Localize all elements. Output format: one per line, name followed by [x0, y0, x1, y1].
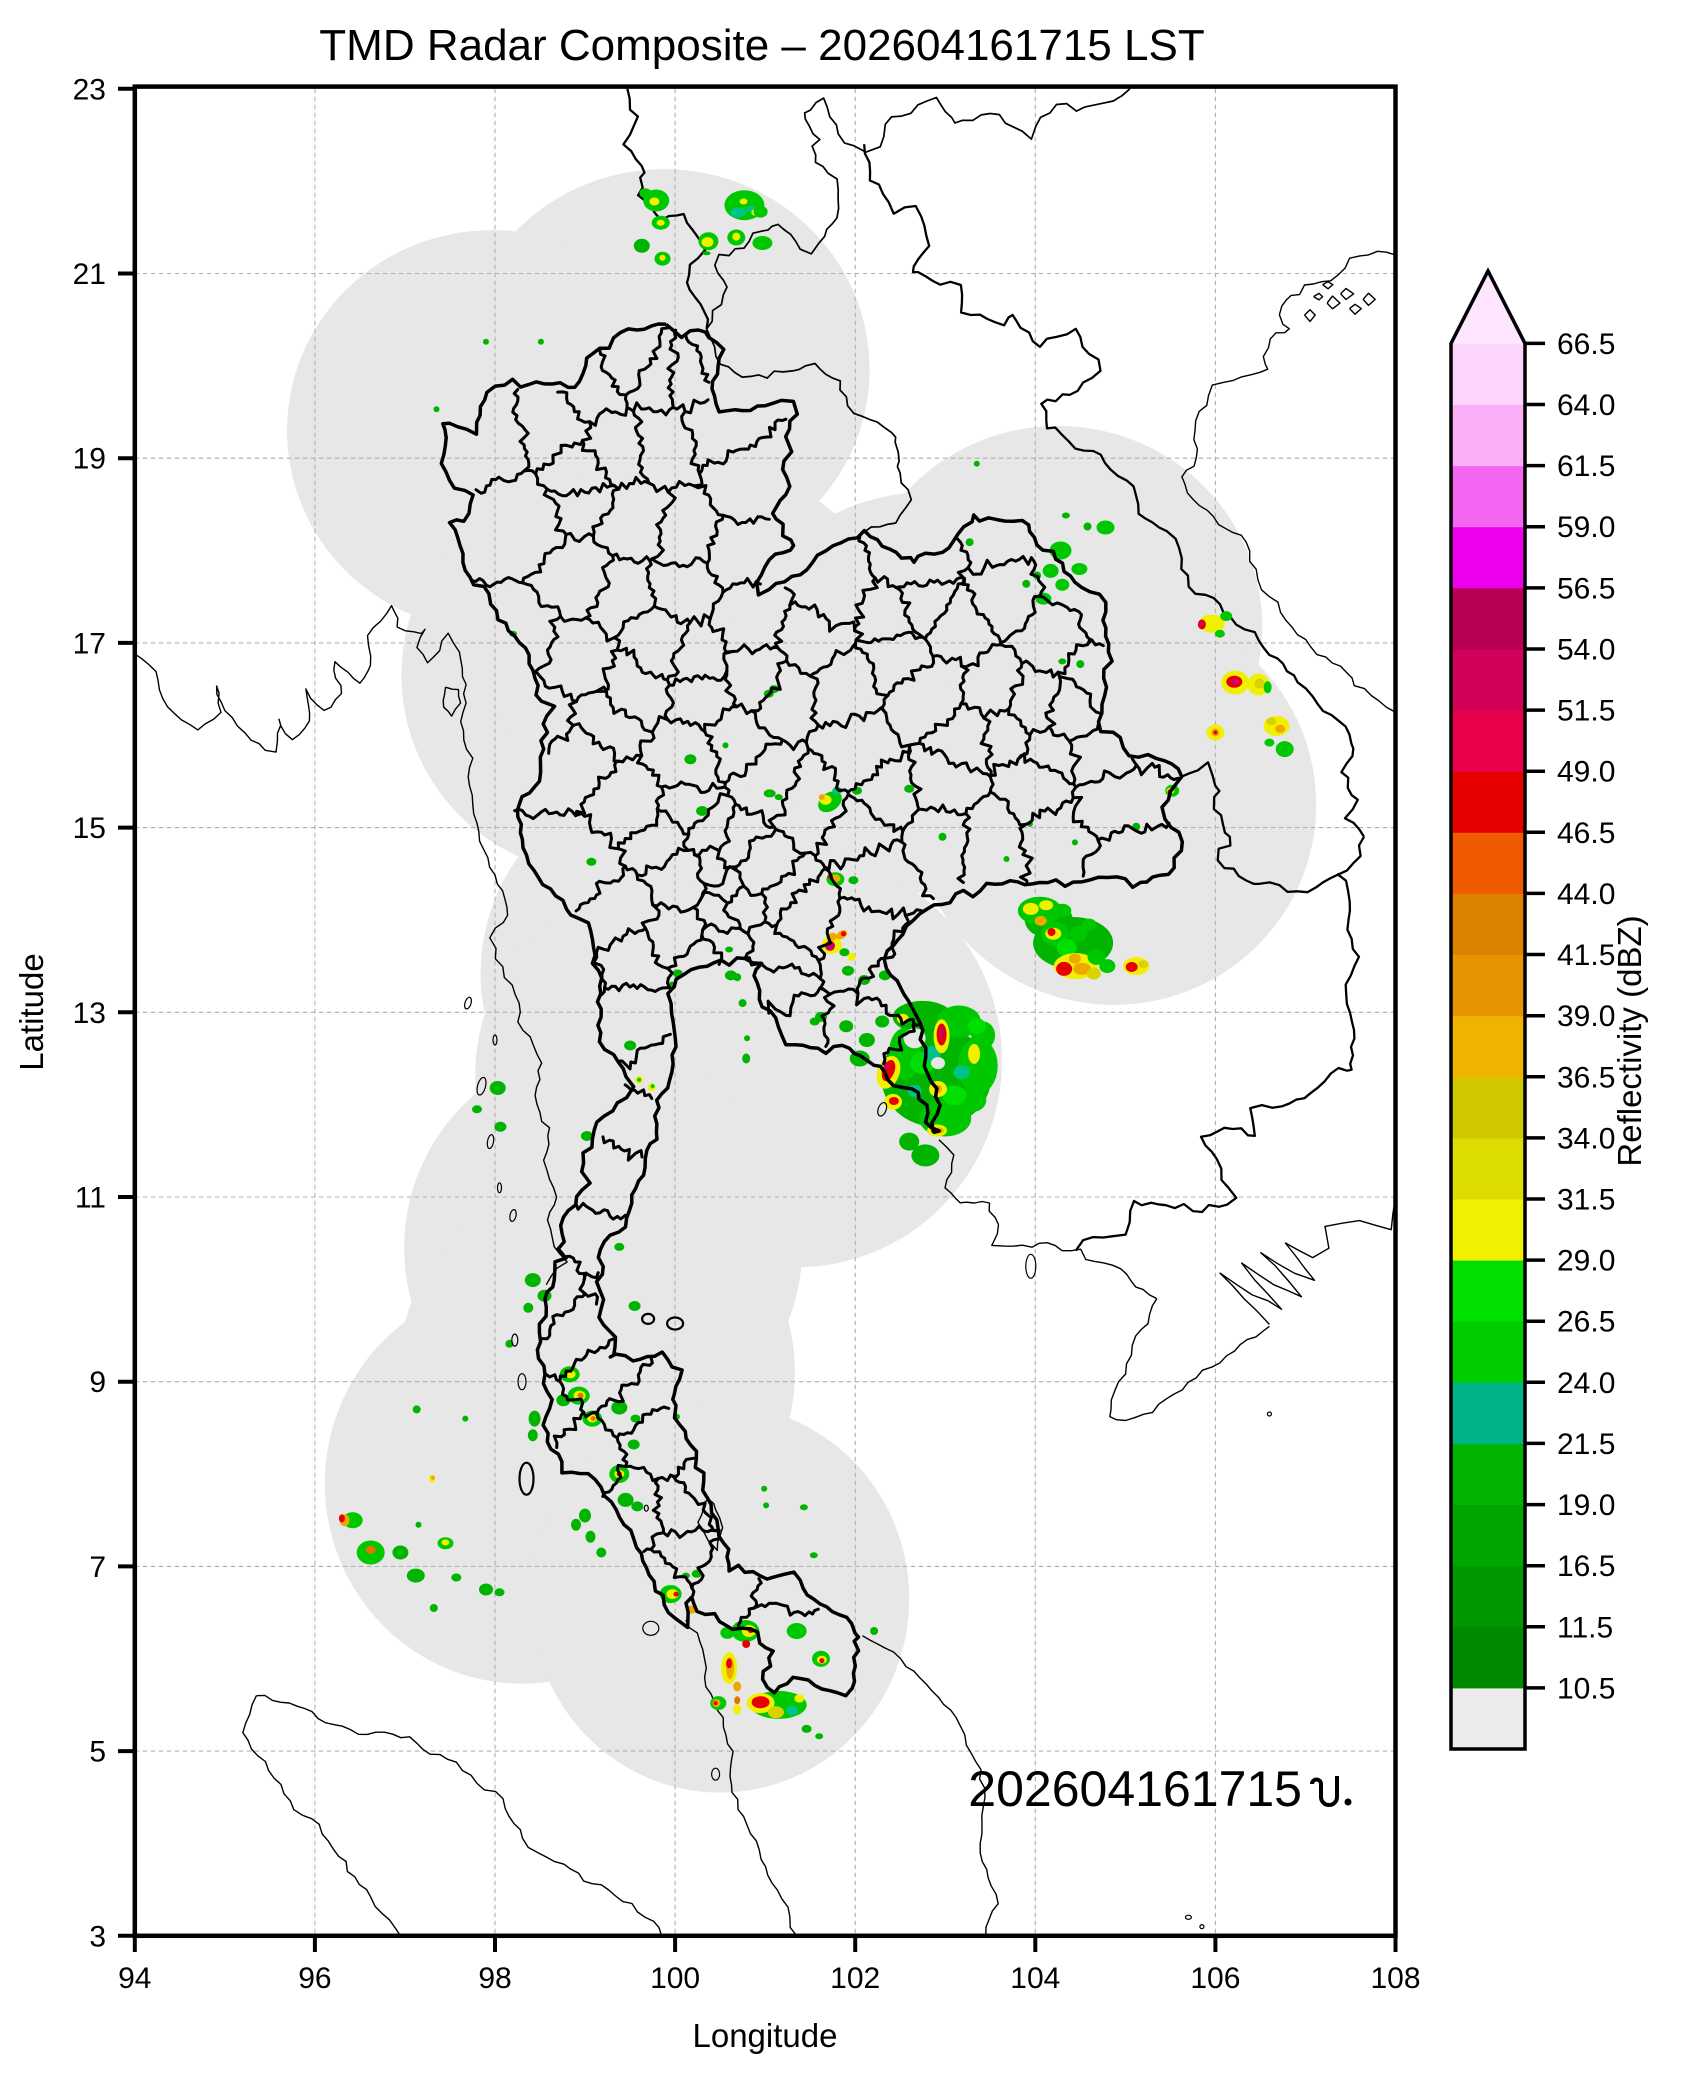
svg-text:51.5: 51.5 — [1557, 695, 1615, 728]
svg-text:102: 102 — [830, 1962, 880, 1995]
svg-text:49.0: 49.0 — [1557, 756, 1615, 789]
svg-text:3: 3 — [89, 1920, 106, 1953]
svg-text:41.5: 41.5 — [1557, 939, 1615, 972]
svg-text:16.5: 16.5 — [1557, 1550, 1615, 1583]
svg-text:5: 5 — [89, 1736, 106, 1769]
svg-text:Reflectivity (dBZ): Reflectivity (dBZ) — [1611, 915, 1648, 1166]
svg-text:23: 23 — [73, 73, 106, 106]
svg-text:21: 21 — [73, 258, 106, 291]
svg-text:7: 7 — [89, 1551, 106, 1584]
svg-text:17: 17 — [73, 627, 106, 660]
svg-text:100: 100 — [650, 1962, 700, 1995]
svg-text:106: 106 — [1190, 1962, 1240, 1995]
svg-text:46.5: 46.5 — [1557, 817, 1615, 850]
svg-text:34.0: 34.0 — [1557, 1122, 1615, 1155]
svg-text:54.0: 54.0 — [1557, 634, 1615, 667]
svg-text:36.5: 36.5 — [1557, 1061, 1615, 1094]
svg-text:44.0: 44.0 — [1557, 878, 1615, 911]
svg-text:39.0: 39.0 — [1557, 1000, 1615, 1033]
svg-text:98: 98 — [478, 1962, 511, 1995]
svg-text:66.5: 66.5 — [1557, 328, 1615, 361]
svg-text:56.5: 56.5 — [1557, 572, 1615, 605]
svg-text:26.5: 26.5 — [1557, 1306, 1615, 1339]
svg-text:Latitude: Latitude — [13, 953, 50, 1070]
svg-text:64.0: 64.0 — [1557, 389, 1615, 422]
svg-text:202604161715: 202604161715 — [968, 1761, 1302, 1817]
svg-text:10.5: 10.5 — [1557, 1672, 1615, 1705]
svg-text:29.0: 29.0 — [1557, 1245, 1615, 1278]
svg-text:15: 15 — [73, 812, 106, 845]
svg-text:11.5: 11.5 — [1557, 1611, 1613, 1644]
svg-text:59.0: 59.0 — [1557, 511, 1615, 544]
svg-text:94: 94 — [118, 1962, 151, 1995]
svg-text:13: 13 — [73, 997, 106, 1030]
svg-text:19: 19 — [73, 443, 106, 476]
svg-text:19.0: 19.0 — [1557, 1489, 1615, 1522]
svg-text:TMD Radar Composite – 20260416: TMD Radar Composite – 202604161715 LST — [319, 21, 1204, 70]
svg-text:9: 9 — [89, 1366, 106, 1399]
svg-text:31.5: 31.5 — [1557, 1184, 1615, 1217]
svg-text:24.0: 24.0 — [1557, 1367, 1615, 1400]
svg-text:21.5: 21.5 — [1557, 1428, 1615, 1461]
svg-text:96: 96 — [298, 1962, 331, 1995]
svg-text:Longitude: Longitude — [693, 2017, 838, 2054]
svg-text:108: 108 — [1370, 1962, 1420, 1995]
svg-text:61.5: 61.5 — [1557, 450, 1615, 483]
svg-text:104: 104 — [1010, 1962, 1060, 1995]
svg-text:11: 11 — [75, 1182, 106, 1215]
